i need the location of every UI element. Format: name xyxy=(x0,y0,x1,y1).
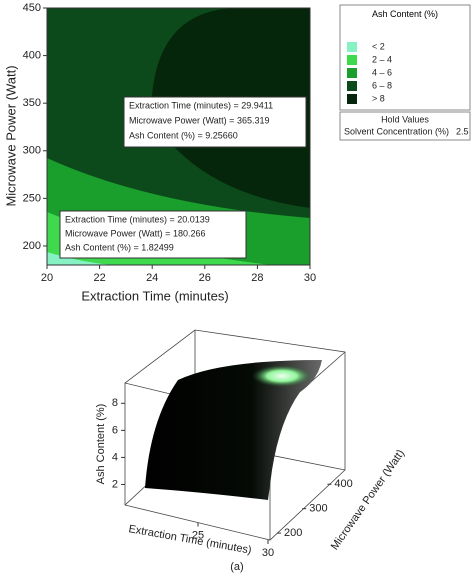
x3d-tick-label: 30 xyxy=(262,547,274,559)
y-tick-label: 300 xyxy=(23,145,41,157)
x-tick-label: 26 xyxy=(199,272,211,284)
annotation-line: Microwave Power (Watt) = 365.319 xyxy=(129,115,269,125)
y-axis-title: Microwave Power (Watt) xyxy=(3,65,18,206)
y-tick-label: 450 xyxy=(23,2,41,14)
legend-label: 4 – 6 xyxy=(372,67,392,77)
y3d-tick-label: 200 xyxy=(284,527,302,539)
z-axis-title: Ash Content (%) xyxy=(95,404,107,485)
annotation-line: Extraction Time (minutes) = 20.0139 xyxy=(65,214,210,224)
y3d-axis-title: Microwave Power (Watt) xyxy=(329,448,407,553)
y-tick-label: 200 xyxy=(23,240,41,252)
legend-swatch xyxy=(347,94,357,104)
surface xyxy=(145,360,322,500)
y-tick-label: 350 xyxy=(23,97,41,109)
z-tick-label: 8 xyxy=(112,397,118,409)
x-tick-label: 28 xyxy=(251,272,263,284)
legend-label: > 8 xyxy=(372,93,385,103)
x-tick-label: 22 xyxy=(93,272,105,284)
legend-title-holder: Ash Content (%) xyxy=(371,9,439,19)
caption: (a) xyxy=(230,561,243,573)
hold-title: Hold Values xyxy=(381,114,429,124)
annotation-line: Ash Content (%) = 1.82499 xyxy=(65,242,174,252)
x-tick-label: 20 xyxy=(41,272,53,284)
x-tick-label: 30 xyxy=(304,272,316,284)
region xyxy=(47,252,112,265)
z-tick-label: 6 xyxy=(112,424,118,436)
annotation-box xyxy=(123,96,307,148)
annotation-line: Microwave Power (Watt) = 180.266 xyxy=(65,228,205,238)
y-tick-label: 250 xyxy=(23,192,41,204)
legend-title: Ash Content (%) xyxy=(371,9,439,19)
surface-highlight xyxy=(252,365,312,387)
x3d-tick-label: 25 xyxy=(192,529,204,541)
z-tick-label: 2 xyxy=(112,478,118,490)
y-tick-label: 400 xyxy=(23,49,41,61)
y3d-tick-label: 400 xyxy=(334,478,352,490)
hold-value: 2.5 xyxy=(456,126,469,136)
legend-swatch xyxy=(347,68,357,78)
x-tick-label: 24 xyxy=(146,272,158,284)
y3d-tick-label: 300 xyxy=(309,503,327,515)
hold-box xyxy=(339,111,471,141)
legend-label: < 2 xyxy=(372,41,385,51)
annotation-box xyxy=(59,210,247,259)
legend-swatch xyxy=(347,81,357,91)
x3d-axis-title: Extraction Time (minutes) xyxy=(128,523,253,556)
surface-box xyxy=(124,329,346,541)
legend-box xyxy=(339,4,471,111)
annotation-line: Ash Content (%) = 9.25660 xyxy=(129,130,238,140)
x-axis-title: Extraction Time (minutes) xyxy=(81,288,228,303)
hold-label: Solvent Concentration (%) xyxy=(344,126,449,136)
z-tick-label: 4 xyxy=(112,451,118,463)
plot-frame xyxy=(46,7,311,266)
annotation-line: Extraction Time (minutes) = 29.9411 xyxy=(129,100,273,110)
legend-label: 6 – 8 xyxy=(372,80,392,90)
legend-swatch xyxy=(347,55,357,65)
legend-swatch xyxy=(347,42,357,52)
legend-label: 2 – 4 xyxy=(372,54,392,64)
